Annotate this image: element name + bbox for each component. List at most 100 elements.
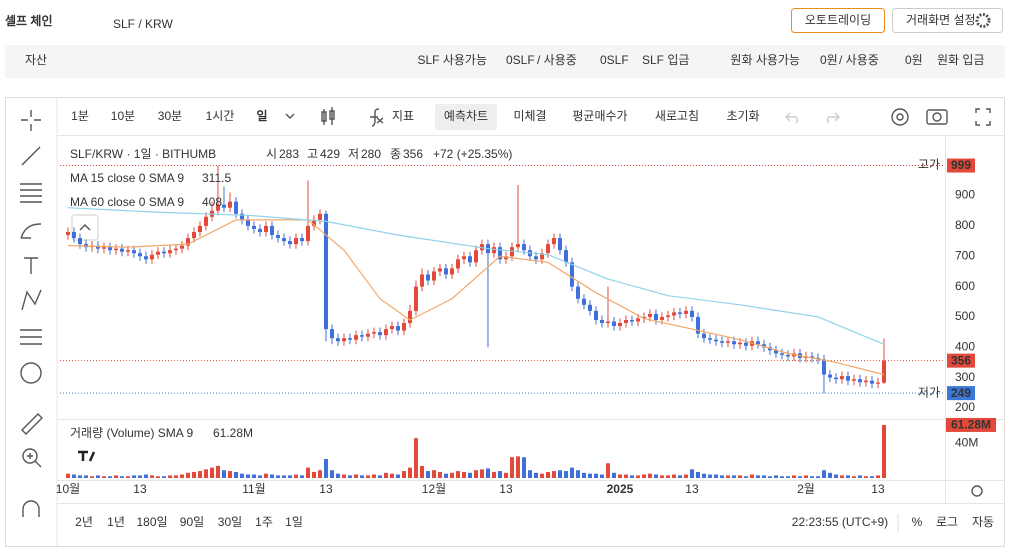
- redo[interactable]: [827, 112, 840, 124]
- pattern-tool[interactable]: [21, 289, 42, 311]
- candle-body: [467, 256, 472, 263]
- volume-bar: [707, 474, 712, 478]
- candle-body: [431, 271, 436, 281]
- interval-dropdown[interactable]: [285, 113, 295, 119]
- auto-trading-label[interactable]: 오토트레이딩: [805, 13, 871, 27]
- volume-bar: [767, 476, 772, 478]
- interval-button[interactable]: 10분: [111, 109, 135, 123]
- toolbar-icons[interactable]: [71, 107, 991, 497]
- collapse-legend[interactable]: [71, 214, 99, 241]
- volume-value: 61.28M: [213, 426, 253, 440]
- volume-bar: [449, 472, 454, 478]
- magnet-tool[interactable]: [22, 500, 40, 517]
- zoom-plus[interactable]: [27, 453, 42, 468]
- time-axis-settings[interactable]: [971, 485, 983, 497]
- ma-legend-value: 311.5: [202, 171, 231, 185]
- volume-bar: [809, 476, 814, 478]
- zoom-tool[interactable]: [22, 448, 38, 464]
- candle-body: [341, 338, 346, 342]
- candle-body: [743, 342, 748, 346]
- deposit-link[interactable]: 원화 입금: [937, 53, 985, 67]
- volume-bar: [881, 424, 886, 478]
- range-button[interactable]: 1주: [255, 515, 273, 529]
- volume-bar: [173, 475, 178, 478]
- candle-body: [185, 238, 190, 246]
- screen-settings-button[interactable]: [892, 8, 1003, 33]
- fullscreen[interactable]: [975, 108, 991, 126]
- range-button[interactable]: 90일: [180, 515, 204, 529]
- volume-bar: [65, 473, 70, 478]
- candle-body: [275, 235, 280, 239]
- candle-body: [317, 213, 322, 220]
- toolbar-button[interactable]: 예측차트: [444, 109, 488, 123]
- candle-body: [809, 356, 814, 358]
- candle-body: [707, 338, 712, 340]
- volume-bar: [677, 475, 682, 478]
- scale-option[interactable]: 로그: [936, 515, 958, 529]
- volume-bar: [557, 470, 562, 478]
- undo[interactable]: [785, 112, 798, 124]
- volume-bar: [269, 474, 274, 478]
- volume-bar: [845, 475, 850, 478]
- volume-bar: [215, 465, 220, 478]
- prediction-tool[interactable]: [20, 329, 42, 345]
- interval-button[interactable]: 30분: [158, 109, 182, 123]
- candle-body: [605, 321, 610, 324]
- text-tool[interactable]: [24, 257, 38, 274]
- range-button[interactable]: 1일: [285, 515, 303, 529]
- snapshot[interactable]: [926, 109, 948, 125]
- candle-body: [653, 313, 658, 320]
- range-button[interactable]: 30일: [218, 515, 242, 529]
- toolbar-button[interactable]: 지표: [392, 109, 414, 123]
- candle-type[interactable]: [321, 107, 335, 125]
- toolbar-button[interactable]: 평균매수가: [572, 109, 627, 123]
- indicator-icon[interactable]: [370, 108, 384, 127]
- range-button[interactable]: 2년: [75, 515, 93, 529]
- crosshair-tool[interactable]: [21, 110, 41, 131]
- scale-option[interactable]: %: [912, 515, 923, 529]
- interval-button[interactable]: 1시간: [206, 109, 235, 123]
- volume-bar: [365, 475, 370, 478]
- price-tick-label: 500: [955, 309, 975, 323]
- candle-body: [125, 250, 130, 252]
- ruler-tool[interactable]: [21, 413, 43, 435]
- volume-bar: [473, 470, 478, 478]
- candle-body: [521, 244, 526, 251]
- interval-button[interactable]: 1분: [71, 109, 89, 123]
- volume-bar: [179, 474, 184, 478]
- candle-body: [665, 315, 670, 317]
- volume-bar: [491, 471, 496, 478]
- brush-tool[interactable]: [20, 223, 42, 239]
- volume-bar: [563, 471, 568, 478]
- price-tick-label: 300: [955, 370, 975, 384]
- toolbar-button[interactable]: 초기화: [726, 109, 759, 123]
- emoji-tool[interactable]: [20, 362, 42, 384]
- volume-box: [946, 417, 996, 432]
- candle-body: [383, 329, 388, 336]
- toolbar-button[interactable]: 미체결: [513, 109, 546, 123]
- fib-tool[interactable]: [20, 183, 42, 203]
- range-button[interactable]: 180일: [136, 515, 167, 529]
- screen-settings-label[interactable]: 거래화면 설정: [906, 13, 976, 27]
- settings[interactable]: [891, 108, 909, 126]
- volume-bar: [167, 475, 172, 478]
- auto-trading-button[interactable]: [791, 8, 885, 33]
- deposit-link[interactable]: SLF 입금: [642, 53, 689, 67]
- ma-legend-name: MA 15 close 0 SMA 9: [70, 171, 184, 185]
- interval-button[interactable]: 일: [256, 109, 267, 123]
- toolbar-button[interactable]: 새로고침: [655, 109, 699, 123]
- volume-bar: [329, 470, 334, 478]
- volume-bar: [371, 474, 376, 478]
- volume-bar: [803, 475, 808, 478]
- ma-legend-value: 408: [202, 195, 222, 209]
- candle-body: [269, 225, 274, 236]
- candle-body: [323, 213, 328, 330]
- left-tools[interactable]: [20, 110, 43, 517]
- candle-body: [719, 341, 724, 343]
- range-button[interactable]: 1년: [107, 515, 125, 529]
- scale-option[interactable]: 자동: [972, 515, 994, 529]
- candle-body: [449, 268, 454, 275]
- price-tick-label: 700: [955, 248, 975, 262]
- trend-line-tool[interactable]: [21, 146, 41, 166]
